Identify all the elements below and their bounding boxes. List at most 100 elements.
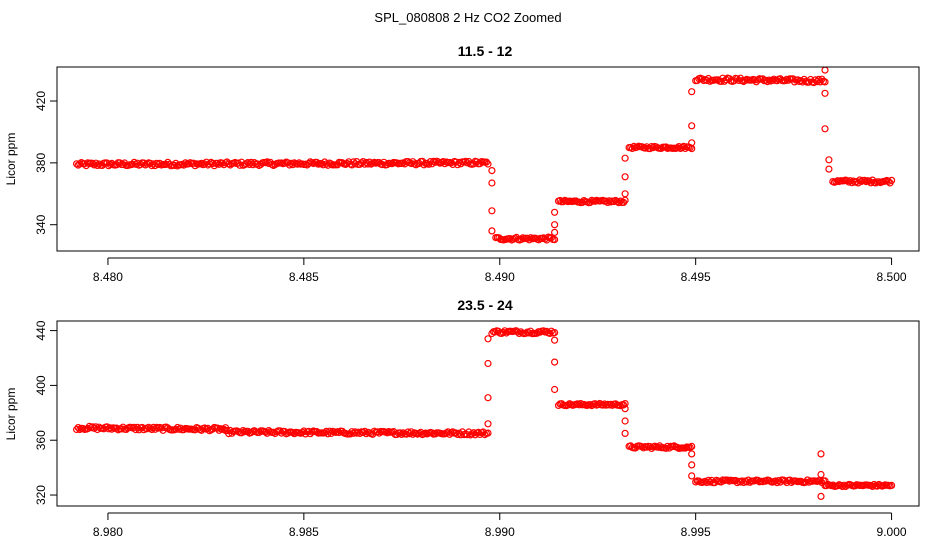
- data-point: [817, 492, 825, 500]
- x-tick-label: 9.000: [877, 525, 907, 539]
- data-point: [621, 190, 629, 198]
- x-tick-label: 8.500: [877, 270, 907, 284]
- data-point: [688, 88, 696, 96]
- chart-panel-2: 23.5 - 24 Licor ppm 8.980 8.985 8.990 8.995…: [4, 297, 920, 539]
- data-point: [513, 328, 522, 336]
- data-point: [488, 167, 496, 175]
- data-point: [619, 401, 628, 409]
- data-point: [215, 160, 223, 168]
- panel-1-y-axis: 340 380 420: [34, 91, 58, 235]
- data-point: [817, 470, 825, 479]
- y-tick-label: 440: [34, 320, 48, 340]
- data-point: [527, 234, 535, 242]
- data-point: [550, 385, 559, 394]
- data-point: [420, 161, 428, 169]
- data-point: [383, 429, 391, 437]
- data-point: [621, 405, 629, 413]
- x-tick-label: 8.995: [681, 525, 711, 539]
- data-point: [641, 144, 649, 152]
- data-point: [639, 444, 648, 452]
- y-tick-label: 400: [34, 375, 48, 395]
- data-point: [482, 158, 490, 166]
- x-tick-label: 8.980: [93, 525, 123, 539]
- data-point: [484, 394, 492, 402]
- data-point: [688, 472, 696, 480]
- data-point: [662, 143, 670, 151]
- data-point: [805, 478, 813, 486]
- x-tick-label: 8.490: [485, 270, 515, 284]
- figure-title: SPL_080808 2 Hz CO2 Zoomed: [374, 10, 561, 25]
- panel-2-ylabel: Licor ppm: [4, 388, 18, 441]
- data-point: [686, 443, 694, 452]
- data-point: [817, 450, 825, 458]
- data-point: [289, 161, 297, 169]
- panel-1-ylabel: Licor ppm: [4, 133, 18, 186]
- data-point: [621, 173, 629, 181]
- data-point: [821, 78, 829, 86]
- data-point: [681, 444, 689, 452]
- data-point: [364, 160, 372, 168]
- data-point: [93, 161, 102, 170]
- panel-2-y-axis: 320 360 400 440: [34, 320, 58, 505]
- data-point: [868, 482, 877, 490]
- data-point: [313, 158, 321, 166]
- data-point: [185, 160, 193, 168]
- data-point: [143, 425, 151, 433]
- y-tick-label: 320: [34, 485, 48, 505]
- data-point: [484, 160, 492, 168]
- data-point: [865, 177, 873, 185]
- data-point: [621, 154, 629, 162]
- panel-1-points: [72, 66, 896, 244]
- panel-1-x-axis: 8.480 8.485 8.490 8.495 8.500: [93, 257, 907, 284]
- data-point: [209, 425, 217, 433]
- data-point: [768, 76, 776, 85]
- data-point: [884, 177, 893, 185]
- panel-1-title: 11.5 - 12: [458, 43, 513, 59]
- data-point: [488, 179, 496, 187]
- data-point: [825, 156, 833, 164]
- data-point: [821, 66, 829, 74]
- y-tick-label: 420: [34, 91, 48, 111]
- data-point: [675, 143, 683, 151]
- data-point: [550, 236, 559, 244]
- y-tick-label: 340: [34, 214, 48, 234]
- x-tick-label: 8.485: [289, 270, 319, 284]
- data-point: [797, 477, 805, 485]
- data-point: [621, 417, 629, 425]
- data-point: [577, 400, 585, 408]
- panel-2-points: [72, 327, 896, 500]
- y-tick-label: 360: [34, 430, 48, 450]
- data-point: [821, 125, 829, 133]
- data-point: [688, 450, 696, 458]
- data-point: [825, 165, 833, 173]
- data-point: [550, 221, 559, 229]
- data-point: [474, 428, 482, 436]
- data-point: [268, 160, 276, 168]
- x-tick-label: 8.985: [289, 525, 319, 539]
- data-point: [484, 429, 492, 437]
- data-point: [220, 425, 228, 433]
- y-tick-label: 380: [34, 153, 48, 173]
- data-point: [383, 161, 391, 169]
- data-point: [201, 160, 209, 168]
- data-point: [887, 176, 896, 184]
- data-point: [673, 144, 681, 152]
- data-point: [621, 429, 629, 437]
- data-point: [295, 159, 303, 167]
- data-point: [269, 428, 278, 436]
- data-point: [488, 207, 496, 215]
- data-point: [132, 160, 140, 168]
- data-point: [76, 160, 84, 168]
- data-point: [468, 430, 476, 438]
- panel-2-x-axis: 8.980 8.985 8.990 8.995 9.000: [93, 512, 907, 539]
- data-point: [688, 139, 696, 147]
- data-point: [412, 161, 420, 169]
- data-point: [499, 328, 507, 337]
- data-point: [887, 481, 896, 489]
- data-point: [781, 77, 789, 85]
- data-point: [550, 358, 559, 366]
- panel-2-title: 23.5 - 24: [457, 297, 512, 313]
- data-point: [763, 77, 772, 86]
- data-point: [434, 158, 442, 166]
